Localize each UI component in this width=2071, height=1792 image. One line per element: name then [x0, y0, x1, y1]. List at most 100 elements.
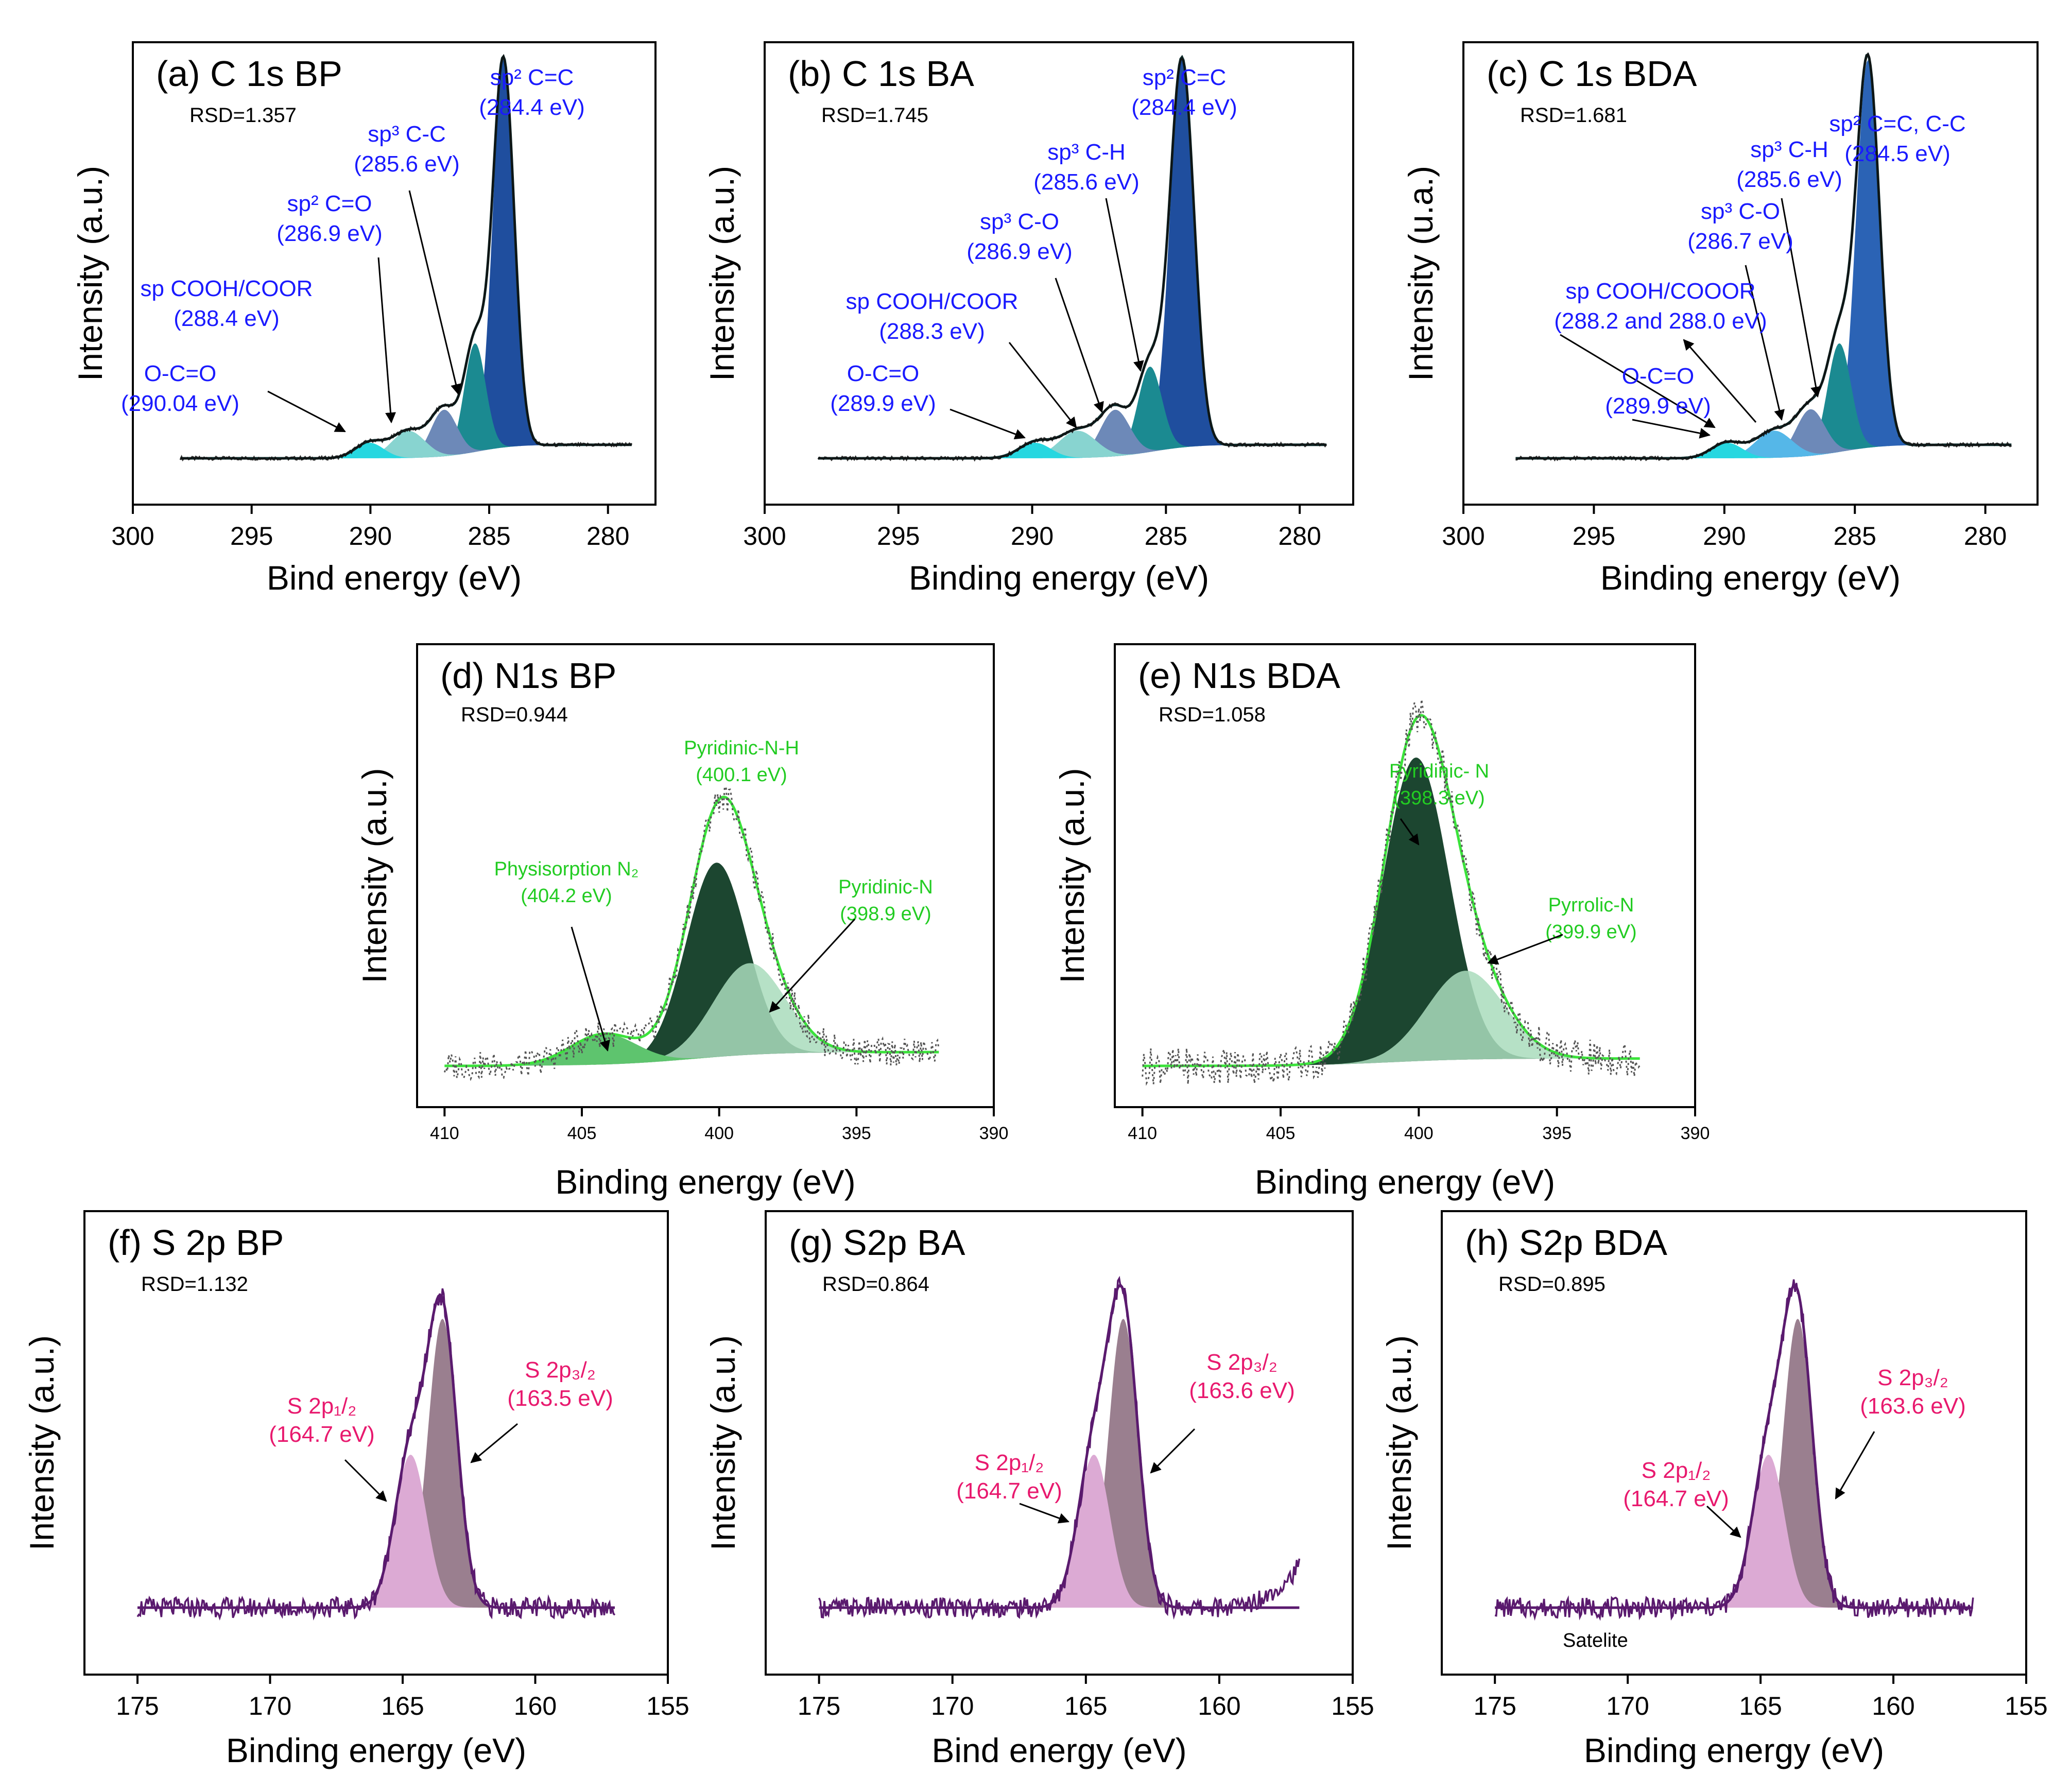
- peak-label-a-1: sp³ C-C: [368, 122, 446, 147]
- peak-energy-h-1: (164.7 eV): [1623, 1486, 1729, 1511]
- raw-trace-f: [136, 1288, 616, 1621]
- x-tick-label-d-2: 400: [704, 1124, 734, 1143]
- y-axis-label-d: Intensity (a.u.): [355, 768, 393, 983]
- plot-frame-f: [83, 1210, 669, 1676]
- x-tick-label-b-1: 295: [877, 522, 920, 550]
- envelope-f: [137, 1293, 615, 1609]
- peak-energy-a-3: (288.4 eV): [174, 306, 279, 331]
- arrow-b-1: [1105, 198, 1144, 372]
- x-tick-label-e-2: 400: [1404, 1124, 1434, 1143]
- y-axis-label-a: Intensity (a.u.): [71, 166, 109, 381]
- panel-title-f: (f) S 2p BP: [108, 1222, 284, 1263]
- y-axis-label-g: Intensity (a.u.): [704, 1335, 742, 1550]
- y-axis-label-c: Intensity (u.a.): [1402, 166, 1440, 381]
- peak-label-a-0: sp² C=C: [490, 65, 574, 90]
- arrow-e-0: [1400, 818, 1420, 846]
- plot-frame-g: [765, 1210, 1354, 1676]
- peak-fit-d-1: [444, 963, 939, 1066]
- x-axis-label-c: Binding energy (eV): [1600, 559, 1901, 597]
- arrow-b-4: [950, 408, 1026, 440]
- peak-label-g-1: S 2p₁/₂: [975, 1450, 1044, 1475]
- x-tick-label-b-2: 290: [1011, 522, 1054, 550]
- x-tick-label-e-0: 410: [1128, 1124, 1157, 1143]
- x-tick-label-g-4: 155: [1331, 1692, 1374, 1720]
- peak-energy-d-1: (398.9 eV): [840, 903, 931, 925]
- arrow-a-2: [377, 257, 396, 424]
- peak-energy-c-4: (289.9 eV): [1605, 393, 1711, 419]
- peak-label-a-3: sp COOH/COOR: [141, 276, 313, 301]
- peak-label-b-4: O-C=O: [847, 361, 920, 386]
- x-axis-label-e: Binding energy (eV): [1255, 1163, 1555, 1201]
- x-axis-label-b: Binding energy (eV): [909, 559, 1209, 597]
- peak-energy-a-1: (285.6 eV): [354, 151, 459, 177]
- plot-frame-a: [132, 41, 657, 506]
- raw-trace-b: [817, 57, 1327, 462]
- peak-energy-c-0: (284.5 eV): [1844, 141, 1950, 166]
- arrow2-c-3: [1683, 339, 1757, 423]
- plot-frame-h: [1441, 1210, 2027, 1676]
- peak-energy-c-1: (285.6 eV): [1736, 167, 1842, 192]
- peak-fit-d-2: [444, 1033, 939, 1066]
- peak-energy-h-0: (163.6 eV): [1860, 1393, 1965, 1419]
- x-axis-label-f: Binding energy (eV): [226, 1731, 526, 1769]
- x-tick-label-c-2: 290: [1703, 522, 1746, 550]
- panel-title-g: (g) S2p BA: [789, 1222, 965, 1263]
- arrow-f-1: [344, 1459, 387, 1502]
- panel-b: 300 295 290 285 280 Binding energy (eV) Intens…: [703, 41, 1354, 597]
- peak-label-d-0: Pyridinic-N-H: [684, 737, 799, 759]
- peak-label-b-2: sp³ C-O: [980, 209, 1059, 234]
- peak-energy-d-0: (400.1 eV): [696, 764, 787, 786]
- peak-label-c-1: sp³ C-H: [1750, 137, 1828, 162]
- envelope-g: [819, 1284, 1300, 1609]
- peak-label-c-0: sp² C=C, C-C: [1829, 111, 1965, 136]
- x-tick-label-f-0: 175: [116, 1692, 159, 1720]
- panel-title-a: (a) C 1s BP: [156, 54, 342, 94]
- x-axis-label-h: Binding energy (eV): [1584, 1731, 1884, 1769]
- x-axis-label-a: Bind energy (eV): [267, 559, 522, 597]
- peak-energy-a-2: (286.9 eV): [277, 221, 382, 246]
- peak-energy-f-0: (163.5 eV): [507, 1386, 613, 1411]
- arrow-c-1: [1781, 198, 1821, 398]
- x-axis-label-g: Bind energy (eV): [931, 1731, 1186, 1769]
- peak-fit-b-3: [818, 430, 1326, 458]
- peak-energy-b-3: (288.3 eV): [879, 319, 985, 344]
- peak-label-a-2: sp² C=O: [287, 191, 372, 216]
- x-tick-label-g-0: 175: [798, 1692, 840, 1720]
- peak-energy-b-2: (286.9 eV): [967, 239, 1072, 264]
- arrow-h-0: [1835, 1431, 1875, 1500]
- arrow-h-1: [1706, 1505, 1741, 1538]
- peak-energy-d-2: (404.2 eV): [521, 885, 612, 907]
- plot-frame-b: [764, 41, 1354, 506]
- arrow-e-1: [1487, 934, 1563, 965]
- plot-frame-c: [1462, 41, 2039, 506]
- peak-label-g-0: S 2p₃/₂: [1206, 1350, 1278, 1375]
- peak-energy-f-1: (164.7 eV): [269, 1422, 374, 1447]
- panel-a: 300 295 290 285 280 Bind energy (eV) Intensity…: [71, 41, 657, 597]
- x-tick-label-a-2: 290: [349, 522, 392, 550]
- y-axis-label-e: Intensity (a.u.): [1053, 768, 1091, 983]
- x-tick-label-b-3: 285: [1145, 522, 1187, 550]
- x-tick-label-c-0: 300: [1442, 522, 1485, 550]
- peak-energy-c-2: (286.7 eV): [1687, 229, 1793, 254]
- arrow-f-0: [470, 1423, 518, 1463]
- peak-label-c-3: sp COOH/COOOR: [1565, 279, 1755, 304]
- peak-energy-g-0: (163.6 eV): [1189, 1378, 1295, 1403]
- peak-fit-a-0: [180, 60, 632, 458]
- peak-label-b-1: sp³ C-H: [1047, 140, 1126, 165]
- x-tick-label-c-3: 285: [1834, 522, 1876, 550]
- peak-label-f-1: S 2p₁/₂: [287, 1393, 357, 1419]
- arrow-d-2: [571, 926, 610, 1052]
- x-tick-label-d-0: 410: [430, 1124, 459, 1143]
- x-tick-label-a-1: 295: [230, 522, 273, 550]
- x-tick-label-b-0: 300: [743, 522, 786, 550]
- rsd-label-c: RSD=1.681: [1520, 104, 1627, 127]
- panel-h: 175 170 165 160 155 Binding energy (eV) Intens…: [1380, 1210, 2048, 1769]
- x-tick-label-e-3: 395: [1542, 1124, 1572, 1143]
- peak-label-d-1: Pyridinic-N: [838, 876, 933, 898]
- peak-label-e-1: Pyrrolic-N: [1548, 894, 1634, 916]
- panel-d: 410 405 400 395 390 Binding energy (eV) Intens…: [355, 643, 1008, 1201]
- x-tick-label-e-1: 405: [1266, 1124, 1296, 1143]
- arrow-d-1: [769, 918, 856, 1013]
- rsd-label-h: RSD=0.895: [1498, 1273, 1606, 1296]
